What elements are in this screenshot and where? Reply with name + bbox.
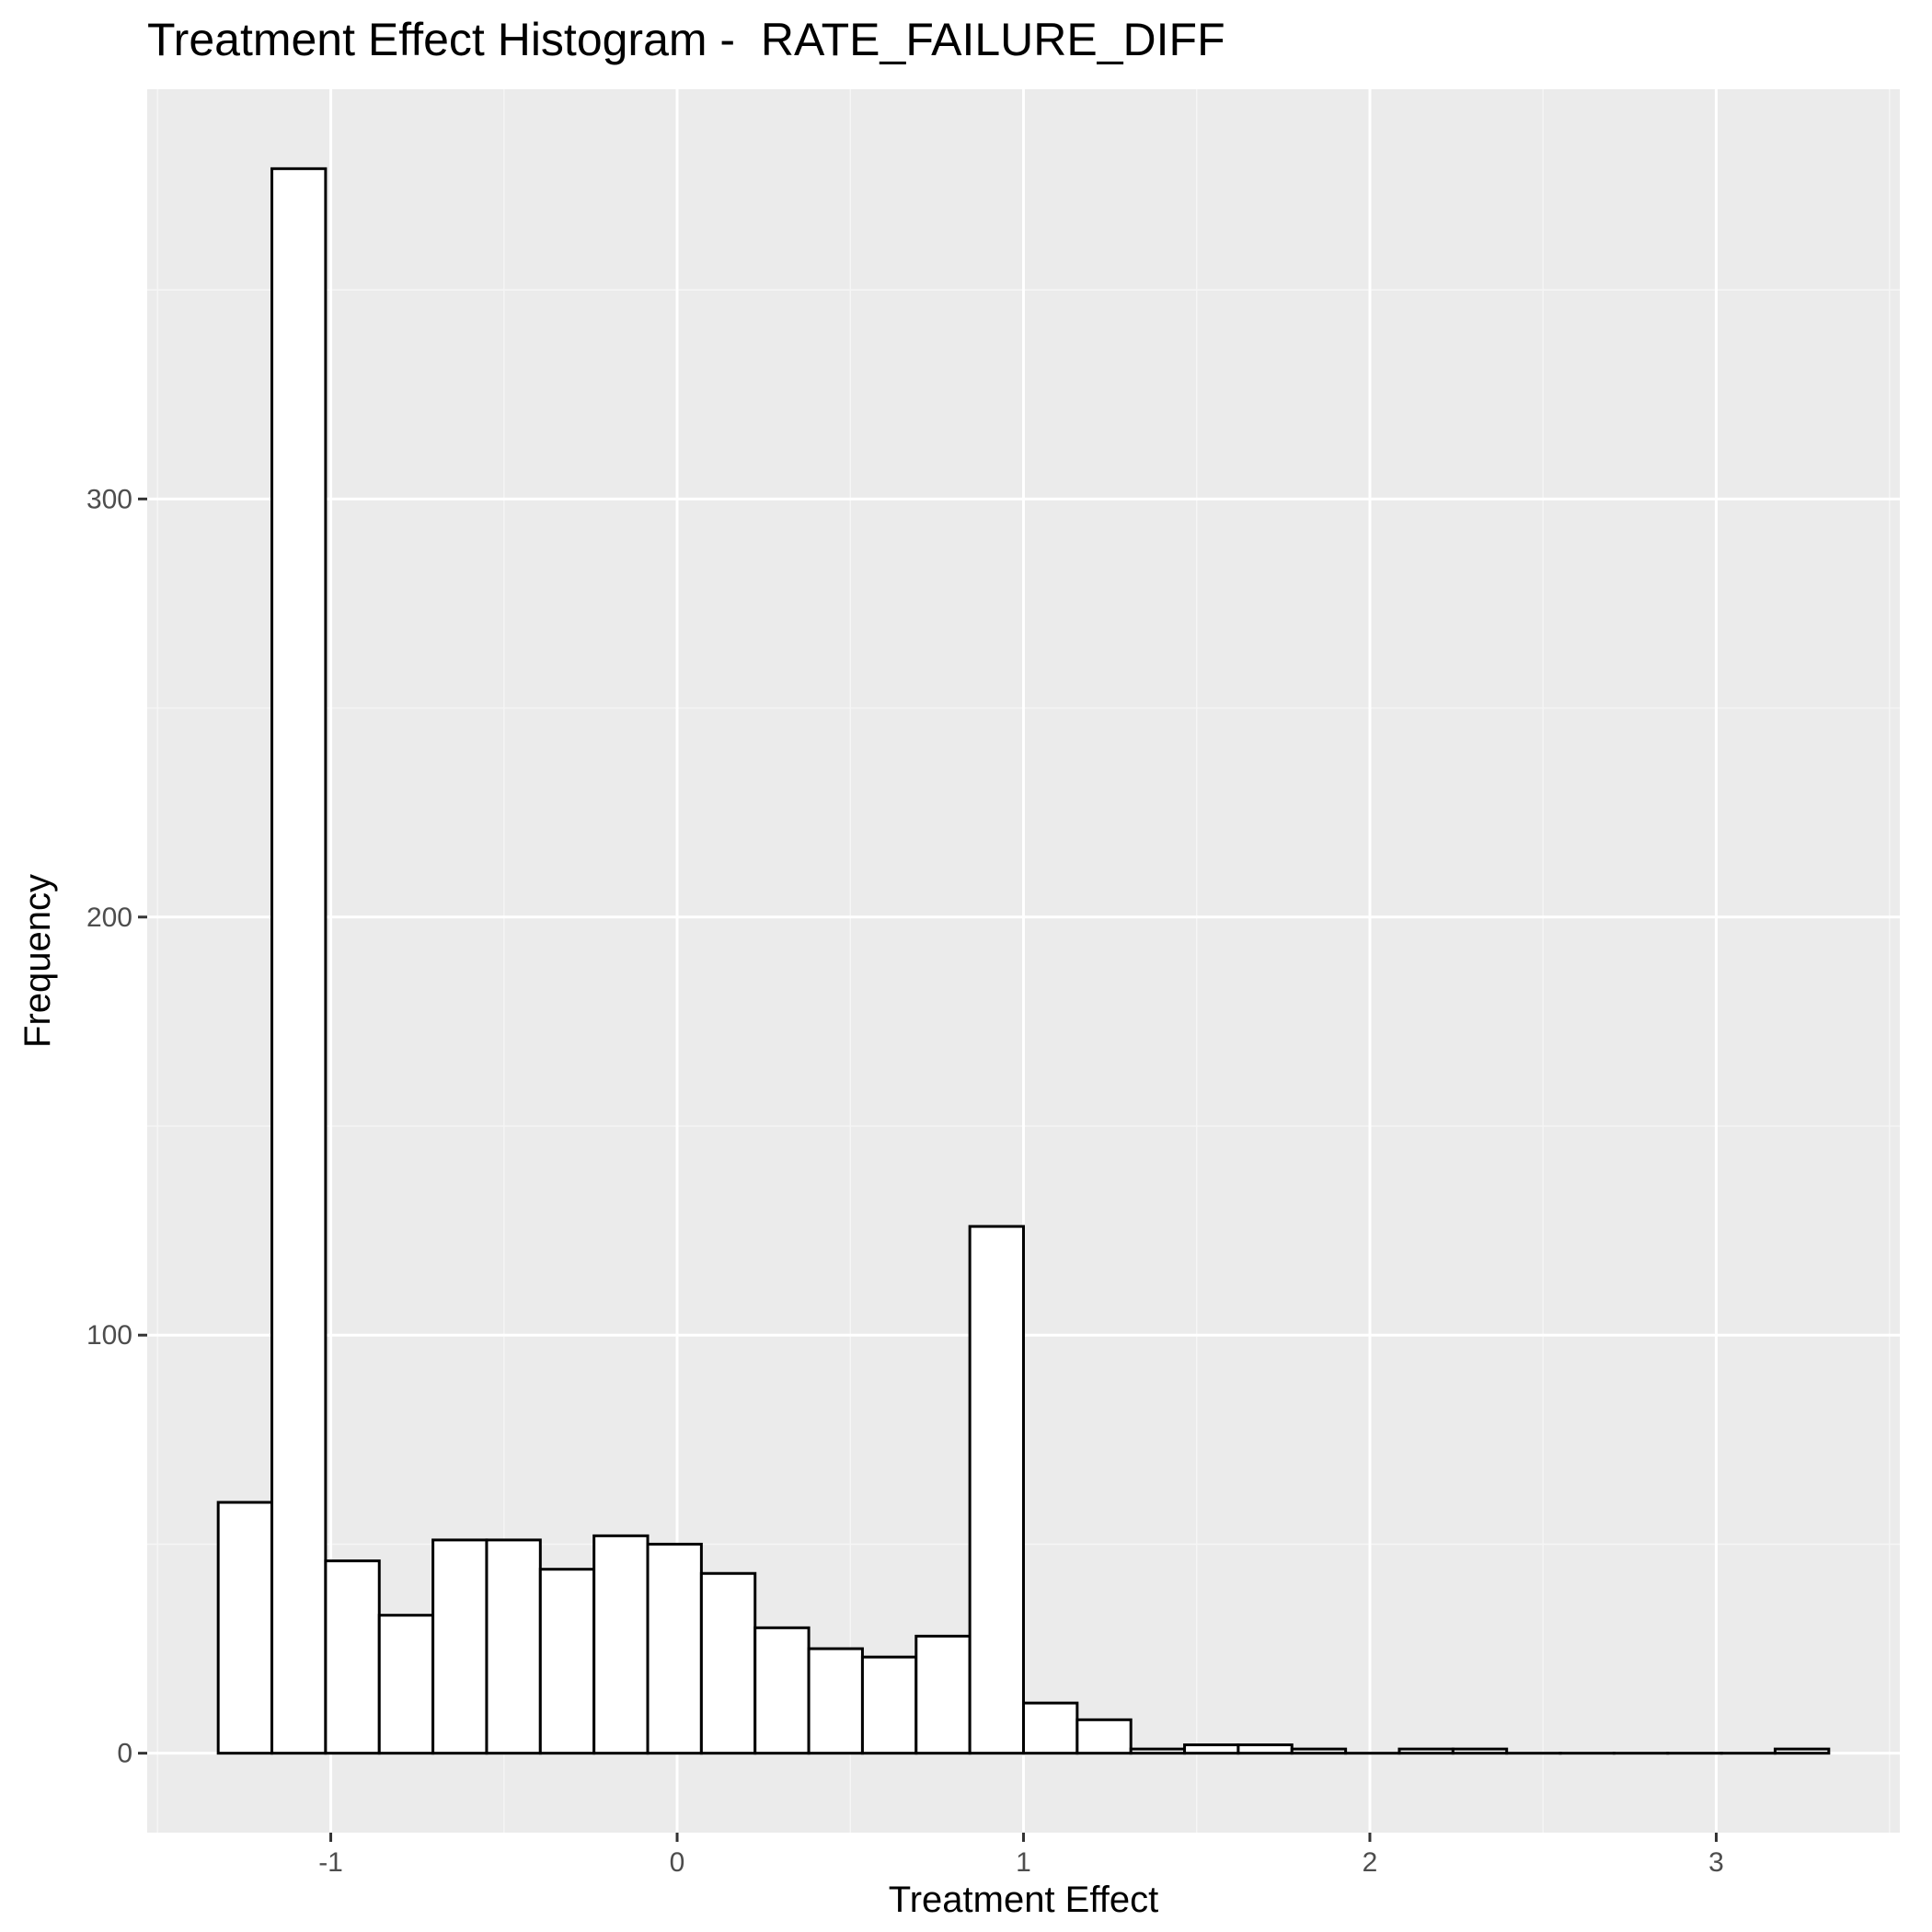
histogram-bar: [592, 1534, 650, 1755]
histogram-bar: [1075, 1718, 1133, 1755]
histogram-bar: [914, 1634, 972, 1755]
histogram-bar: [1236, 1743, 1294, 1755]
histogram-bar: [270, 167, 328, 1755]
histogram-bar: [431, 1538, 489, 1755]
y-tick-label: 100: [86, 1320, 132, 1351]
y-axis-title: Frequency: [17, 874, 58, 1048]
histogram-bar: [1129, 1747, 1187, 1755]
histogram-bar: [860, 1655, 918, 1755]
histogram-bar: [216, 1501, 274, 1755]
histogram-bar: [538, 1568, 596, 1755]
histogram-bar: [1290, 1747, 1348, 1755]
histogram-bar: [699, 1571, 757, 1755]
y-tick-label: 0: [117, 1739, 132, 1769]
x-tick-label: 1: [1016, 1847, 1031, 1878]
histogram-bar: [1397, 1747, 1455, 1755]
histogram-bars: [216, 167, 1831, 1755]
histogram-bar: [968, 1225, 1026, 1755]
histogram-bar: [1022, 1701, 1079, 1755]
histogram-bar: [646, 1542, 703, 1755]
histogram-bar: [753, 1626, 811, 1755]
x-tick-label: 2: [1363, 1847, 1378, 1878]
chart-title: Treatment Effect Histogram - RATE_FAILUR…: [147, 14, 1225, 65]
histogram-bar: [1451, 1747, 1509, 1755]
histogram-bar: [1773, 1747, 1831, 1755]
histogram-bar: [377, 1614, 435, 1755]
histogram-bar: [807, 1647, 864, 1755]
histogram-bar: [1183, 1743, 1240, 1755]
x-tick-label: 0: [670, 1847, 685, 1878]
y-axis: 0 100 200 300: [86, 484, 147, 1769]
x-axis-title: Treatment Effect: [889, 1880, 1158, 1920]
y-tick-label: 300: [86, 484, 132, 514]
x-tick-label: 3: [1708, 1847, 1724, 1878]
histogram-bar: [324, 1559, 381, 1755]
x-axis: -1 0 1 2 3: [318, 1833, 1724, 1878]
x-tick-label: -1: [318, 1847, 343, 1878]
y-tick-label: 200: [86, 903, 132, 933]
histogram-bar: [485, 1538, 542, 1755]
